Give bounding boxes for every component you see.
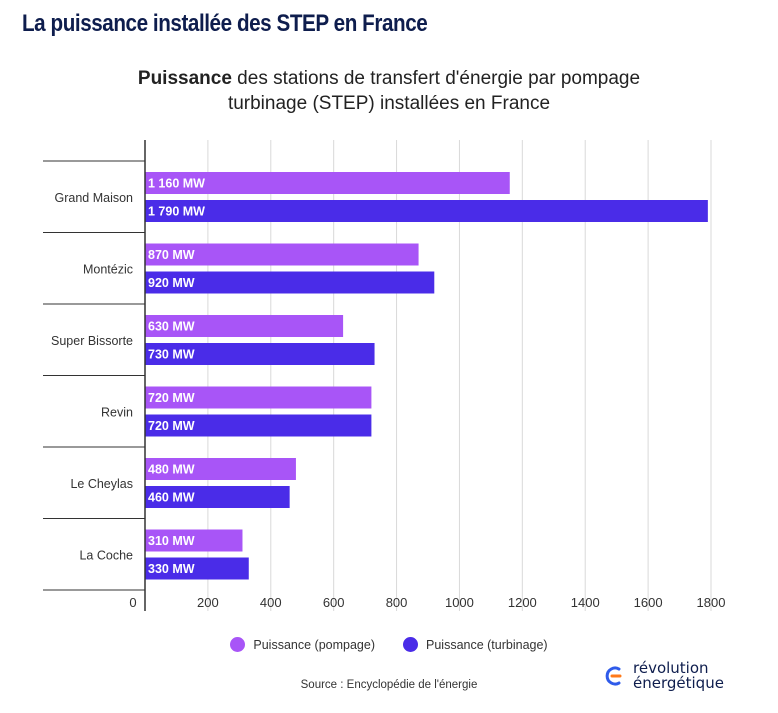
x-tick-label: 400 — [260, 595, 282, 610]
data-label: 630 MW — [148, 320, 195, 334]
data-label: 310 MW — [148, 534, 195, 548]
bar — [145, 557, 249, 580]
legend-label-turbinage: Puissance (turbinage) — [426, 637, 548, 652]
data-label: 720 MW — [148, 391, 195, 405]
bar — [145, 529, 243, 552]
data-label: 720 MW — [148, 419, 195, 433]
chart-title-line1: des stations de transfert d'énergie par … — [231, 68, 641, 89]
bar — [145, 271, 435, 294]
category-label: Montézic — [83, 262, 133, 276]
legend-item-turbinage: Puissance (turbinage) — [403, 637, 548, 652]
data-label: 730 MW — [148, 348, 195, 362]
data-label: 460 MW — [148, 491, 195, 505]
chart-title-bold: Puissance — [137, 68, 232, 89]
page-heading: La puissance installée des STEP en Franc… — [22, 10, 428, 37]
x-tick-label: 200 — [197, 595, 219, 610]
x-tick-label: 1000 — [445, 595, 474, 610]
x-tick-label: 800 — [386, 595, 408, 610]
source-note: Source : Encyclopédie de l'énergie — [300, 679, 478, 691]
x-tick-label: 1200 — [508, 595, 537, 610]
category-label: Super Bissorte — [51, 334, 133, 348]
category-label: Revin — [101, 405, 133, 419]
category-label: Le Cheylas — [70, 477, 133, 491]
bar — [145, 200, 708, 222]
chart-title-line2: turbinage (STEP) installées en France — [227, 93, 551, 114]
bar — [145, 386, 372, 409]
logo-icon — [605, 666, 622, 686]
data-label: 870 MW — [148, 248, 195, 262]
category-label: La Coche — [79, 548, 133, 562]
category-label: Grand Maison — [54, 191, 133, 205]
x-tick-label: 1800 — [697, 595, 726, 610]
bar — [145, 315, 344, 337]
bar — [145, 172, 510, 194]
logo-line2: énergétique — [633, 674, 724, 692]
x-tick-label: 1400 — [571, 595, 600, 610]
x-tick-label: 0 — [129, 595, 136, 610]
data-label: 1 160 MW — [148, 177, 205, 191]
logo-text: révolution énergétique — [633, 661, 724, 691]
bar — [145, 486, 290, 508]
logo-line1: révolution — [633, 659, 709, 677]
legend-swatch-pompage — [230, 637, 246, 652]
bar — [145, 243, 419, 266]
data-label: 330 MW — [148, 562, 195, 576]
brand-logo: révolution énergétique — [603, 661, 724, 691]
bar — [145, 458, 296, 480]
data-label: 480 MW — [148, 463, 195, 477]
data-label: 1 790 MW — [148, 205, 205, 219]
legend-item-pompage: Puissance (pompage) — [230, 637, 375, 652]
x-tick-label: 1600 — [634, 595, 663, 610]
legend-label-pompage: Puissance (pompage) — [253, 637, 375, 652]
bar — [145, 343, 375, 365]
bar — [145, 414, 372, 437]
legend-swatch-turbinage — [403, 637, 418, 652]
x-tick-label: 600 — [323, 595, 345, 610]
chart-title: Puissance des stations de transfert d'én… — [0, 66, 778, 116]
data-label: 920 MW — [148, 276, 195, 290]
legend: Puissance (pompage) Puissance (turbinage… — [0, 637, 778, 652]
